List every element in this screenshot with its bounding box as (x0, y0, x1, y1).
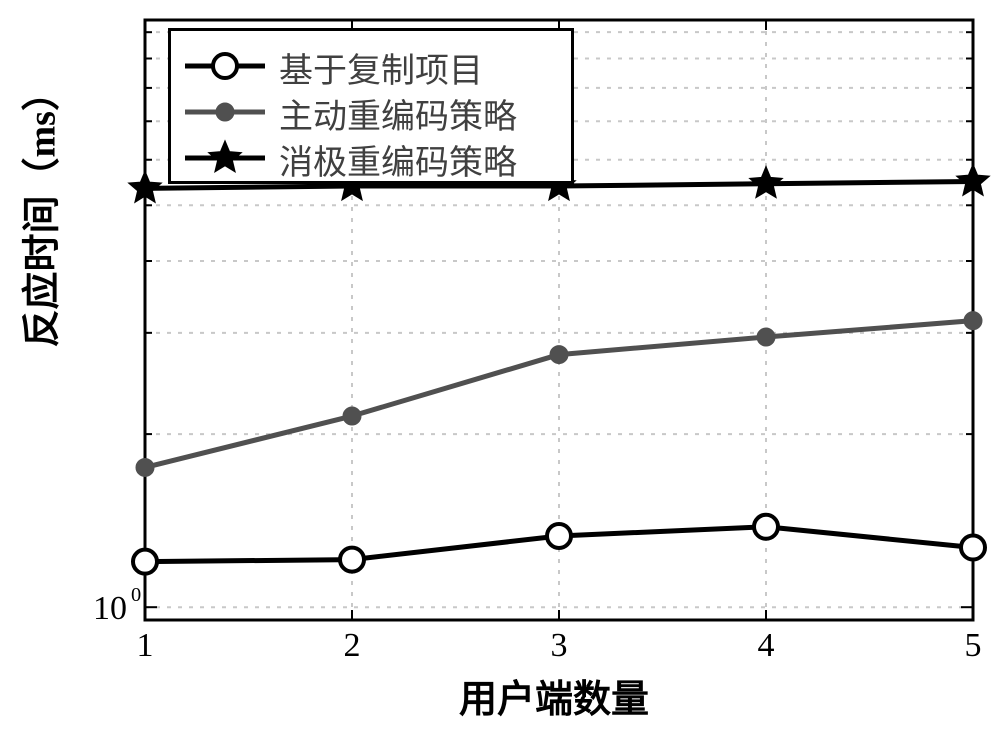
svg-text:10: 10 (93, 590, 127, 627)
chart-container: 1 2 3 4 5 100 反应时间（ms） 用户端数量 基于复制项目 主动重编码策略 消… (0, 0, 1000, 731)
legend-row-1: 基于复制项目 (279, 45, 483, 91)
svg-text:0: 0 (131, 584, 141, 606)
y-axis-label: 反应时间（ms） (11, 308, 66, 348)
legend-row-3: 消极重编码策略 (279, 137, 517, 183)
svg-text:3: 3 (551, 627, 568, 664)
legend-label-1: 基于复制项目 (279, 43, 483, 92)
legend-label-3: 消极重编码策略 (279, 135, 517, 184)
svg-text:4: 4 (758, 627, 775, 664)
svg-text:1: 1 (137, 627, 154, 664)
svg-text:2: 2 (344, 627, 361, 664)
legend-row-2: 主动重编码策略 (279, 91, 517, 137)
x-axis-label: 用户端数量 (459, 668, 649, 723)
legend: 基于复制项目 主动重编码策略 消极重编码策略 (168, 28, 574, 184)
legend-label-2: 主动重编码策略 (279, 89, 517, 138)
svg-text:5: 5 (965, 627, 982, 664)
